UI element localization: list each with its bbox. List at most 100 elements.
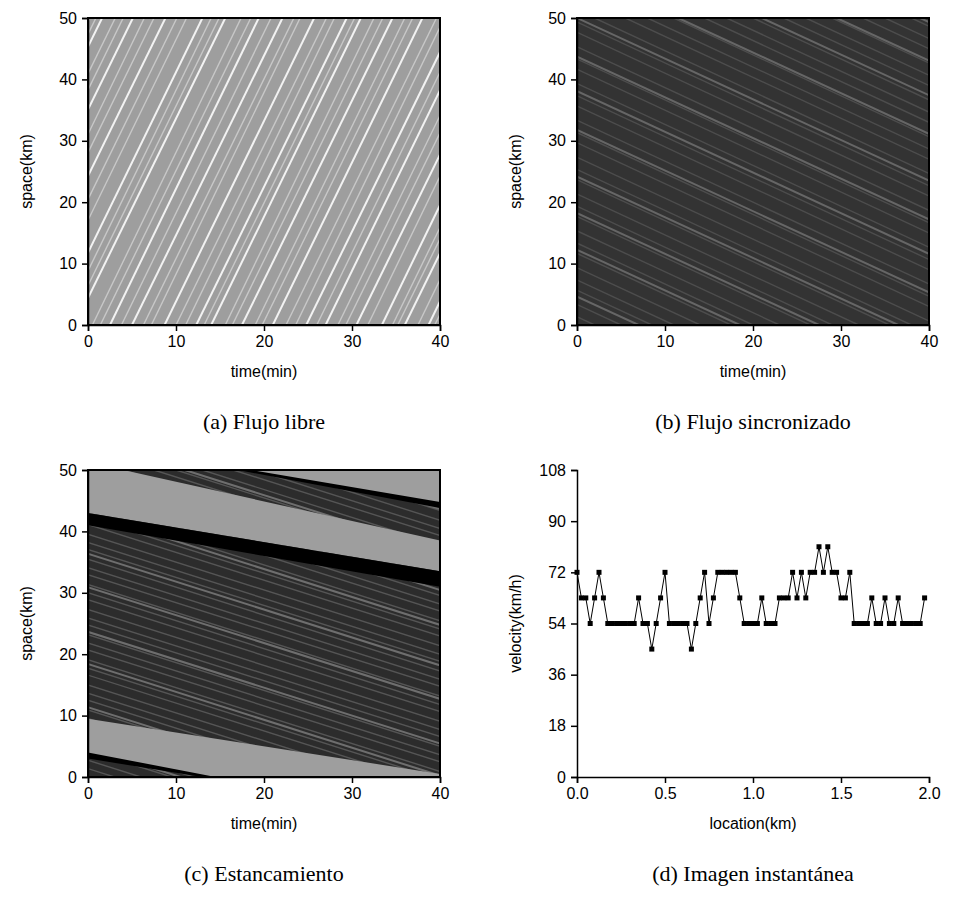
trajectory [306, 18, 440, 325]
marker [764, 621, 769, 626]
y-axis-tick-label: 30 [548, 132, 566, 149]
plot-frame [88, 470, 440, 777]
marker [667, 621, 672, 626]
y-axis-tick-label: 108 [539, 462, 566, 479]
y-axis-title: space(km) [507, 134, 524, 209]
x-axis-tick: 0 [573, 325, 582, 350]
trajectory [382, 18, 440, 325]
x-axis: 010203040 [84, 777, 449, 802]
trajectory-group [88, 470, 440, 777]
x-axis-tick-label: 0 [84, 333, 93, 350]
marker [874, 621, 879, 626]
marker [742, 621, 747, 626]
marker [680, 621, 685, 626]
y-axis-tick: 0 [557, 769, 577, 786]
y-axis-tick-label: 30 [59, 584, 77, 601]
region [88, 470, 440, 571]
trajectory [88, 470, 440, 777]
x-axis-tick-label: 20 [256, 333, 274, 350]
y-axis-tick: 30 [59, 584, 88, 601]
trajectory [88, 470, 440, 777]
trajectory [204, 18, 354, 325]
marker [891, 621, 896, 626]
marker [834, 570, 839, 575]
marker [654, 621, 659, 626]
x-axis-tick-label: 20 [745, 333, 763, 350]
x-axis-tick-label: 30 [344, 333, 362, 350]
marker [698, 595, 703, 600]
marker [671, 621, 676, 626]
marker [649, 647, 654, 652]
marker [799, 570, 804, 575]
marker [852, 621, 857, 626]
marker [597, 570, 602, 575]
y-axis-tick-label: 90 [548, 513, 566, 530]
trajectory [88, 470, 440, 777]
trajectory [88, 470, 440, 777]
trajectory [405, 18, 440, 325]
panel-caption: (b) Flujo sincronizado [655, 409, 851, 434]
marker [689, 647, 694, 652]
x-axis-line [89, 326, 441, 332]
panel-caption: (a) Flujo libre [203, 409, 325, 434]
x-axis-tick-label: 40 [921, 333, 939, 350]
trajectory [577, 18, 740, 325]
marker [755, 621, 760, 626]
velocity-line [577, 547, 925, 649]
x-axis-tick: 1.5 [830, 777, 852, 802]
marker [861, 621, 866, 626]
y-axis-tick: 10 [548, 255, 577, 272]
trajectory [595, 18, 929, 325]
x-axis-tick-label: 40 [432, 333, 450, 350]
trajectory [863, 18, 929, 325]
trajectory [88, 470, 440, 777]
marker [729, 570, 734, 575]
marker [808, 570, 813, 575]
trajectory [911, 18, 929, 325]
marker [847, 570, 852, 575]
x-axis-tick-label: 20 [256, 785, 274, 802]
y-axis-tick-label: 50 [548, 10, 566, 27]
marker [887, 621, 892, 626]
marker [693, 621, 698, 626]
marker [702, 570, 707, 575]
y-axis-tick: 0 [557, 317, 577, 334]
y-axis-tick: 36 [548, 666, 577, 683]
trajectory [705, 18, 929, 325]
y-axis-tick-label: 10 [59, 255, 77, 272]
x-axis-tick: 30 [344, 777, 362, 802]
trajectory [88, 470, 440, 777]
marker [645, 621, 650, 626]
x-axis-tick-label: 0.0 [566, 785, 588, 802]
y-axis-tick-label: 20 [59, 646, 77, 663]
marker [610, 621, 615, 626]
y-axis-title: space(km) [18, 134, 35, 209]
trajectory-group [88, 18, 440, 325]
marker [803, 595, 808, 600]
x-axis-tick-label: 40 [432, 785, 450, 802]
y-axis: 01836547290108 [539, 462, 577, 786]
x-axis-title: time(min) [231, 363, 298, 380]
trajectory [346, 18, 440, 325]
y-axis-tick-label: 20 [548, 194, 566, 211]
y-axis-tick-label: 40 [548, 71, 566, 88]
y-axis-tick: 10 [59, 707, 88, 724]
marker [614, 621, 619, 626]
marker [922, 595, 927, 600]
y-axis-tick-label: 10 [548, 255, 566, 272]
y-axis-tick: 20 [548, 194, 577, 211]
x-axis-tick-mark [665, 777, 667, 783]
trajectory [176, 18, 326, 325]
trajectory [577, 18, 929, 325]
x-axis-tick: 2.0 [918, 777, 940, 802]
trajectory [225, 18, 374, 325]
plot-area [575, 544, 928, 651]
trajectory [88, 470, 440, 777]
y-axis-tick: 50 [548, 10, 577, 27]
trajectory [429, 18, 440, 325]
y-axis-tick-label: 10 [59, 707, 77, 724]
trajectory [88, 18, 133, 325]
x-axis-tick: 20 [256, 325, 274, 350]
trajectory [88, 470, 440, 777]
trajectory [326, 18, 440, 325]
